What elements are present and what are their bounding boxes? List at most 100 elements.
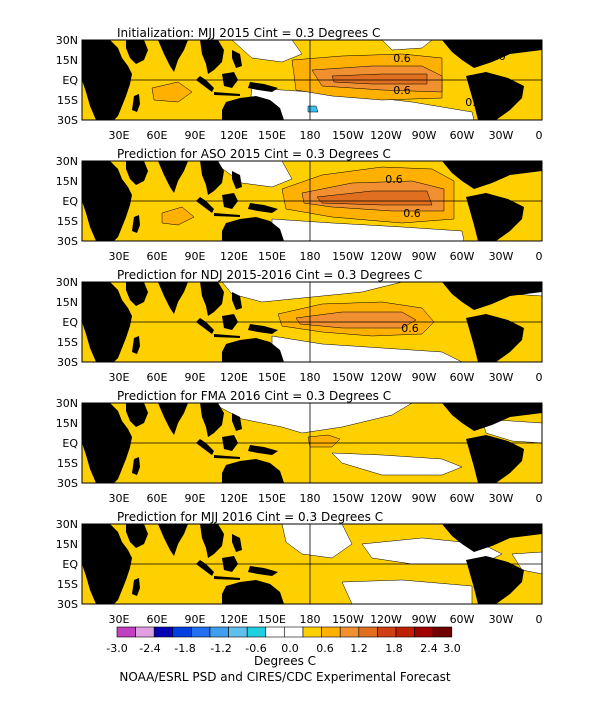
legend-tick-label: 1.8 <box>385 642 403 655</box>
longitude-label: 150E <box>258 129 286 142</box>
java-landmass <box>214 334 240 338</box>
anomaly-region <box>295 311 417 329</box>
longitude-label: 90E <box>185 250 206 263</box>
philippines-landmass <box>232 534 242 552</box>
anomaly-region <box>281 524 353 559</box>
north-america-landmass <box>442 403 542 431</box>
latitude-label: 15N <box>56 296 78 309</box>
legend-tick-label: -3.0 <box>106 642 127 655</box>
panel-title: Prediction for FMA 2016 Cint = 0.3 Degre… <box>117 389 391 403</box>
indochina-landmass <box>200 524 224 558</box>
legend-color-box <box>135 626 155 638</box>
legend-color-box <box>414 626 434 638</box>
north-america-landmass <box>442 282 542 310</box>
longitude-label: 60E <box>147 492 168 505</box>
longitude-label: 120E <box>220 371 248 384</box>
map-frame <box>81 160 543 242</box>
latitude-label: 30N <box>56 155 78 168</box>
latitude-label: 30S <box>57 235 78 248</box>
legend-tick-label: 2.4 <box>420 642 438 655</box>
map-frame <box>81 39 543 121</box>
legend-tick-label: 1.2 <box>350 642 368 655</box>
legend-tick-label: -1.2 <box>210 642 231 655</box>
latitude-label: 15N <box>56 538 78 551</box>
latitude-label: EQ <box>62 74 78 87</box>
anomaly-region <box>481 418 542 444</box>
legend-color-box <box>153 626 174 638</box>
new-guinea-landmass <box>248 566 278 576</box>
australia-landmass <box>222 580 284 604</box>
longitude-label: 30E <box>109 129 130 142</box>
map-plot: 0.6 0.0 0.6 0.0 <box>81 39 543 121</box>
longitude-label: 60E <box>147 129 168 142</box>
legend-color-box <box>209 626 229 638</box>
longitude-label: 30E <box>109 613 130 626</box>
arabia-landmass <box>126 403 148 427</box>
india-landmass <box>158 282 188 314</box>
longitude-label: 150E <box>258 613 286 626</box>
latitude-label: 15S <box>57 578 78 591</box>
legend-title: Degrees C <box>254 654 316 668</box>
longitude-label: 150E <box>258 371 286 384</box>
longitude-label: 30E <box>109 250 130 263</box>
longitude-label: 120E <box>220 250 248 263</box>
anomaly-region <box>511 551 542 575</box>
arabia-landmass <box>126 524 148 548</box>
forecast-panel: Prediction for MJJ 2016 Cint = 0.3 Degre… <box>56 510 543 626</box>
legend-color-box <box>284 626 304 638</box>
longitude-label: 30E <box>109 492 130 505</box>
forecast-panel: Prediction for NDJ 2015-2016 Cint = 0.3 … <box>56 268 543 384</box>
java-landmass <box>214 213 240 217</box>
longitude-label: 30W <box>489 492 514 505</box>
longitude-label: 120W <box>370 613 402 626</box>
panel-title: Prediction for NDJ 2015-2016 Cint = 0.3 … <box>117 268 422 282</box>
indochina-landmass <box>200 161 224 195</box>
longitude-label: 120E <box>220 613 248 626</box>
java-landmass <box>214 455 240 459</box>
longitude-label: 90W <box>412 492 437 505</box>
longitude-label: 30W <box>489 613 514 626</box>
map-plot: 0.6 0.6 <box>81 160 543 242</box>
map-plot: 0.6 <box>81 281 543 363</box>
map-frame <box>81 281 543 363</box>
latitude-label: 15S <box>57 215 78 228</box>
india-landmass <box>158 524 188 556</box>
legend-color-box <box>172 626 192 638</box>
contour-label: 0.6 <box>401 322 419 335</box>
longitude-label: 0 <box>536 492 543 505</box>
philippines-landmass <box>232 292 242 310</box>
latitude-label: 30S <box>57 356 78 369</box>
madagascar-landmass <box>132 94 140 112</box>
java-landmass <box>214 576 240 580</box>
java-landmass <box>214 92 240 96</box>
contour-label: 0.6 <box>403 207 421 220</box>
latitude-label: 30S <box>57 114 78 127</box>
anomaly-region <box>381 40 433 51</box>
longitude-label: 30W <box>489 250 514 263</box>
longitude-label: 120W <box>370 492 402 505</box>
longitude-label: 60E <box>147 613 168 626</box>
longitude-label: 60E <box>147 371 168 384</box>
panel-title: Initialization: MJJ 2015 Cint = 0.3 Degr… <box>117 26 380 40</box>
map-frame <box>81 523 543 605</box>
anomaly-region <box>161 206 195 226</box>
longitude-label: 90W <box>412 129 437 142</box>
contour-label: 0.6 <box>393 52 411 65</box>
longitude-label: 150E <box>258 250 286 263</box>
new-guinea-landmass <box>248 203 278 213</box>
longitude-label: 0 <box>536 371 543 384</box>
forecast-panel: Initialization: MJJ 2015 Cint = 0.3 Degr… <box>56 26 543 142</box>
anomaly-region <box>307 105 319 113</box>
longitude-label: 150E <box>258 492 286 505</box>
longitude-label: 60W <box>450 613 475 626</box>
latitude-label: 30S <box>57 598 78 611</box>
legend-color-box <box>395 626 415 638</box>
legend-tick-label: 0.0 <box>281 642 299 655</box>
indochina-landmass <box>200 282 224 316</box>
longitude-label: 30W <box>489 129 514 142</box>
latitude-label: 15N <box>56 417 78 430</box>
south-america-landmass <box>466 314 524 362</box>
india-landmass <box>158 161 188 193</box>
legend-color-box <box>191 626 211 638</box>
